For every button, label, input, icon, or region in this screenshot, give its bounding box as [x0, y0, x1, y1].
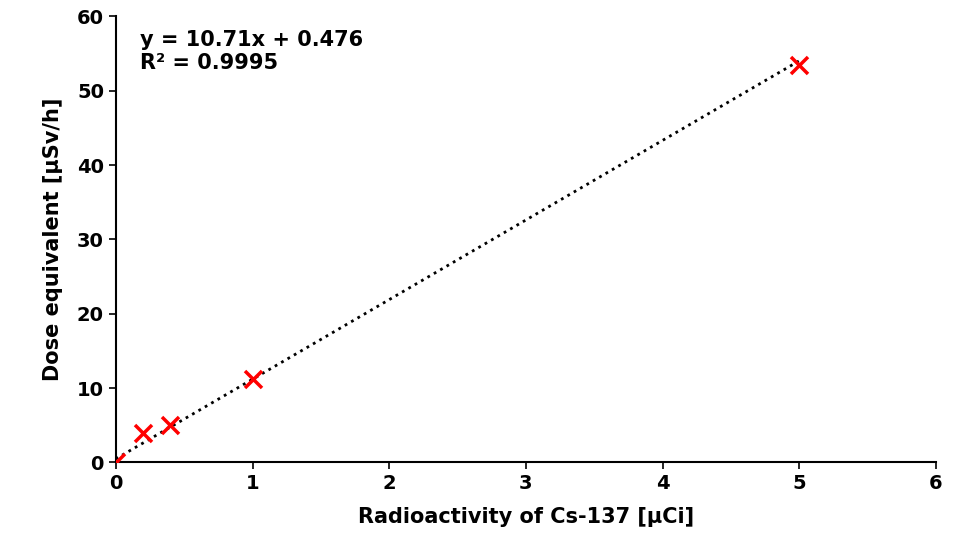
Point — [108, 458, 124, 467]
Point — [791, 60, 807, 69]
Y-axis label: Dose equivalent [μSv/h]: Dose equivalent [μSv/h] — [43, 98, 63, 381]
Point — [163, 421, 179, 430]
Text: y = 10.71x + 0.476
R² = 0.9995: y = 10.71x + 0.476 R² = 0.9995 — [141, 30, 364, 73]
Point — [135, 429, 151, 438]
Point — [245, 375, 261, 384]
X-axis label: Radioactivity of Cs-137 [μCi]: Radioactivity of Cs-137 [μCi] — [358, 507, 694, 527]
